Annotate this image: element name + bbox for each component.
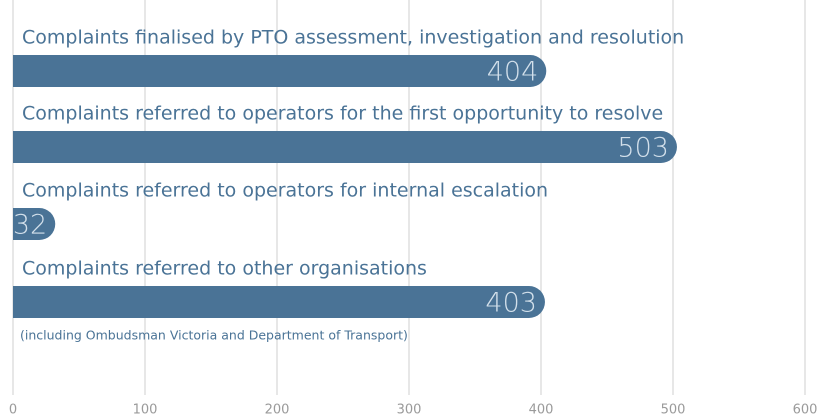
- category-label: Complaints referred to other organisatio…: [22, 258, 427, 280]
- bar: [13, 55, 547, 87]
- value-label: 32: [13, 210, 47, 241]
- category-label: Complaints referred to operators for the…: [22, 103, 663, 125]
- category-label: Complaints finalised by PTO assessment, …: [22, 27, 684, 49]
- x-tick-label: 200: [265, 403, 290, 418]
- value-label: 503: [617, 133, 669, 164]
- bar: [13, 208, 56, 240]
- value-label: 403: [485, 288, 537, 319]
- x-tick-label: 500: [661, 403, 686, 418]
- value-label: 404: [487, 57, 539, 88]
- bar: [13, 286, 545, 318]
- x-tick-label: 300: [397, 403, 422, 418]
- category-label: Complaints referred to operators for int…: [22, 180, 548, 202]
- annotation: (including Ombudsman Victoria and Depart…: [20, 328, 408, 343]
- x-tick-label: 100: [133, 403, 158, 418]
- bar: [13, 131, 677, 163]
- x-tick-label: 400: [529, 403, 554, 418]
- x-tick-label: 0: [9, 403, 17, 418]
- x-tick-label: 600: [793, 403, 818, 418]
